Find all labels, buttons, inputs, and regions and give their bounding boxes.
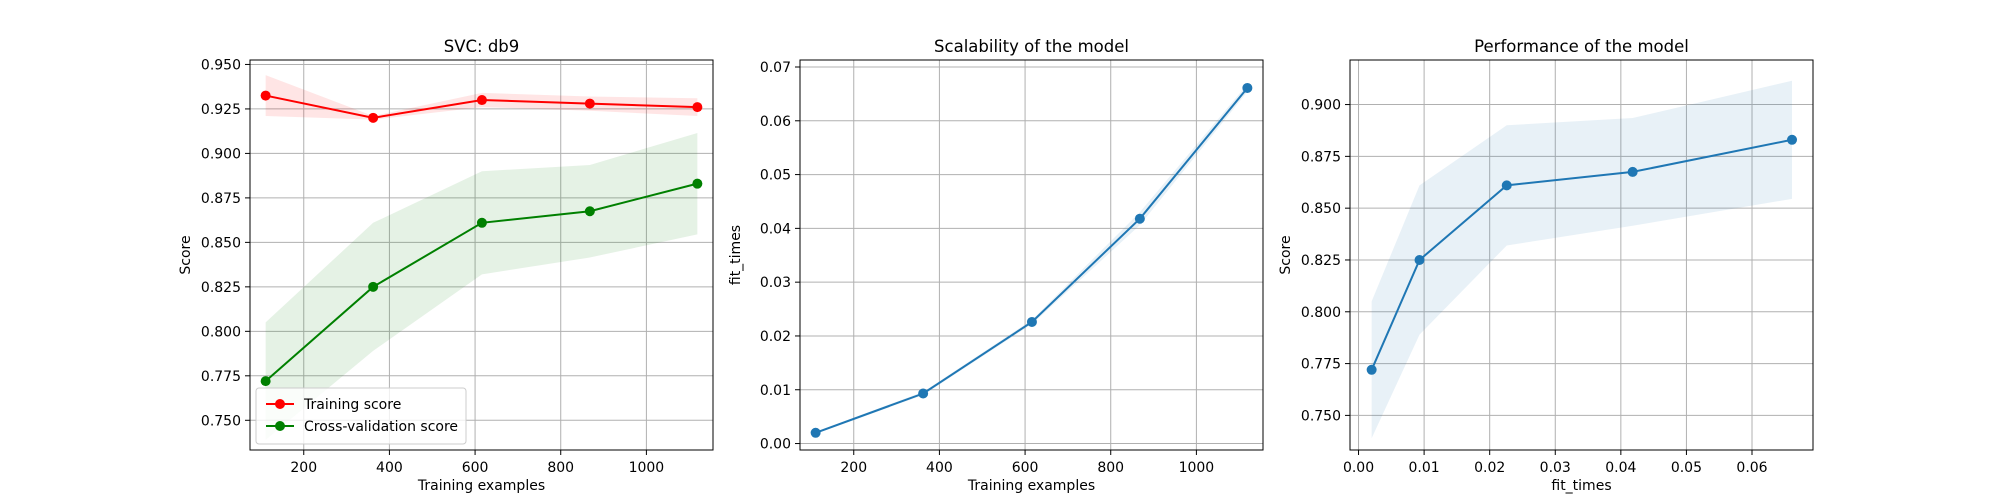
data-point (918, 388, 929, 399)
x-tick-label: 0.04 (1605, 460, 1636, 476)
chart-panel-3: 0.00 0.01 0.02 0.03 0.04 0.05 0.06 0.750 0.775 0.… (1278, 37, 1814, 494)
legend-marker (275, 399, 285, 409)
data-point (1242, 82, 1253, 93)
y-tick-label: 0.07 (760, 60, 791, 76)
data-point (476, 95, 487, 106)
y-axis-label: Score (1278, 235, 1294, 274)
data-point (692, 102, 703, 113)
x-tick-label: 0.06 (1736, 460, 1767, 476)
y-tick-label: 0.03 (760, 275, 791, 291)
x-tick-label: 200 (290, 460, 317, 476)
y-tick-label: 0.925 (201, 102, 241, 118)
x-tick-label: 400 (376, 460, 403, 476)
axes-frame (249, 59, 714, 451)
y-axis-label: fit_times (728, 225, 744, 285)
data-point (260, 376, 271, 387)
chart-title: Scalability of the model (934, 37, 1129, 56)
legend-label: Training score (303, 397, 401, 413)
y-tick-label: 0.800 (201, 324, 241, 340)
legend-marker (275, 421, 285, 431)
y-tick-label: 0.06 (760, 114, 791, 130)
data-point (1414, 254, 1425, 265)
y-tick-label: 0.850 (201, 235, 241, 251)
data-point (1026, 316, 1037, 327)
data-point (1627, 166, 1638, 177)
legend-box (255, 387, 467, 445)
y-tick-label: 0.875 (201, 191, 241, 207)
x-axis-label: Training examples (967, 478, 1095, 494)
x-tick-label: 0.02 (1474, 460, 1505, 476)
x-tick-label: 1000 (629, 460, 665, 476)
data-point (584, 206, 595, 217)
data-point (810, 427, 821, 438)
y-tick-label: 0.825 (201, 280, 241, 296)
y-tick-label: 0.750 (201, 413, 241, 429)
y-tick-label: 0.775 (1301, 357, 1341, 373)
data-point (1134, 213, 1145, 224)
axes-frame (799, 59, 1264, 451)
x-tick-label: 200 (840, 460, 867, 476)
series-line-1 (815, 87, 1249, 434)
data-point (368, 281, 379, 292)
chart-title: SVC: db9 (444, 37, 520, 56)
legend-label: Cross-validation score (304, 419, 458, 435)
y-tick-label: 0.02 (760, 329, 791, 345)
y-tick-label: 0.750 (1301, 408, 1341, 424)
x-tick-label: 0.03 (1540, 460, 1571, 476)
y-tick-label: 0.00 (760, 437, 791, 453)
chart-title: Performance of the model (1474, 37, 1689, 56)
confidence-band-1 (1371, 80, 1793, 439)
data-point (1366, 364, 1377, 375)
y-tick-label: 0.825 (1301, 253, 1341, 269)
x-tick-label: 600 (1012, 460, 1039, 476)
x-tick-label: 1000 (1179, 460, 1215, 476)
data-point (476, 217, 487, 228)
x-axis-label: fit_times (1551, 478, 1611, 494)
y-tick-label: 0.04 (760, 221, 791, 237)
data-point (1501, 180, 1512, 191)
x-tick-label: 800 (1097, 460, 1124, 476)
y-tick-label: 0.800 (1301, 305, 1341, 321)
x-tick-label: 800 (547, 460, 574, 476)
x-tick-label: 600 (462, 460, 489, 476)
data-point (584, 98, 595, 109)
data-point (1787, 134, 1798, 145)
y-tick-label: 0.01 (760, 383, 791, 399)
y-tick-label: 0.875 (1301, 149, 1341, 165)
y-tick-label: 0.850 (1301, 201, 1341, 217)
data-point (692, 178, 703, 189)
x-tick-label: 0.00 (1343, 460, 1374, 476)
confidence-band-1 (815, 84, 1248, 434)
axes-frame (1349, 59, 1814, 451)
y-axis-label: Score (178, 235, 194, 274)
x-tick-label: 0.01 (1409, 460, 1440, 476)
x-axis-label: Training examples (417, 478, 545, 494)
y-tick-label: 0.775 (201, 369, 241, 385)
chart-panel-1: 200 400 600 800 1000 0.750 0.775 0.800 0.825 0.85… (178, 37, 714, 494)
y-tick-label: 0.900 (1301, 98, 1341, 114)
x-tick-label: 400 (926, 460, 953, 476)
y-tick-label: 0.950 (201, 57, 241, 73)
y-tick-label: 0.900 (201, 146, 241, 162)
data-point (368, 112, 379, 123)
chart-panel-2: 200 400 600 800 1000 0.00 0.01 0.02 0.03 0.04 0.05… (728, 37, 1264, 494)
data-point (260, 90, 271, 101)
x-tick-label: 0.05 (1671, 460, 1702, 476)
legend: Training score Cross-validation score (255, 387, 467, 445)
y-tick-label: 0.05 (760, 168, 791, 184)
